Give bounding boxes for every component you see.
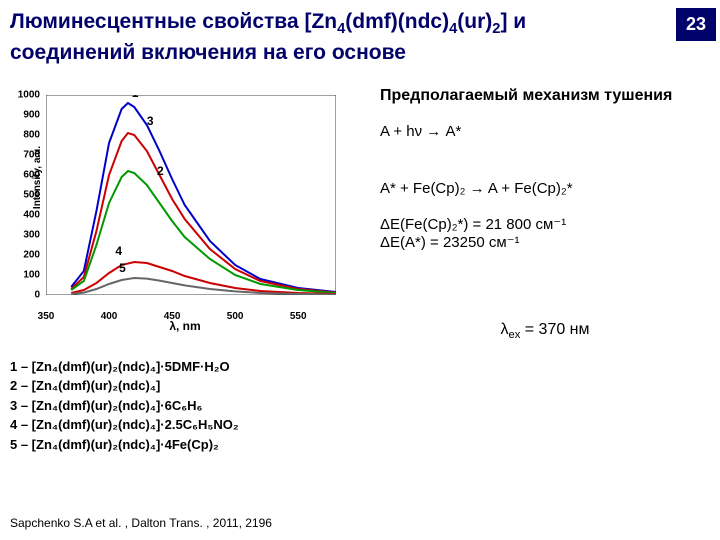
equation-2: A* + Fe(Cp)₂ → A + Fe(Cp)₂* bbox=[380, 180, 710, 197]
page-number-badge: 23 bbox=[676, 8, 716, 41]
svg-text:2: 2 bbox=[157, 164, 164, 178]
delta-e-2: ΔE(A*) = 23250 см⁻¹ bbox=[380, 233, 710, 251]
lambda-val: = 370 нм bbox=[525, 321, 590, 338]
svg-text:5: 5 bbox=[119, 261, 126, 275]
title-line1a: Люминесцентные свойства [Zn bbox=[10, 10, 337, 33]
slide-title: Люминесцентные свойства [Zn4(dmf)(ndc)4(… bbox=[10, 8, 676, 67]
legend-item: 4 – [Zn₄(dmf)(ur)₂(ndc)₄]·2.5C₆H₅NO₂ bbox=[10, 415, 360, 435]
mechanism-title: Предполагаемый механизм тушения bbox=[380, 87, 710, 105]
title-line2: соединений включения на его основе bbox=[10, 41, 406, 64]
citation-text: Sapchenko S.A et al. , Dalton Trans. , 2… bbox=[10, 516, 272, 530]
spectrum-chart: Intensity, a.u. 010020030040050060070080… bbox=[10, 87, 360, 455]
legend-item: 3 – [Zn₄(dmf)(ur)₂(ndc)₄]·6C₆H₆ bbox=[10, 396, 360, 416]
svg-text:4: 4 bbox=[115, 244, 122, 258]
svg-text:3: 3 bbox=[147, 114, 154, 128]
mechanism-column: Предполагаемый механизм тушения A + hν →… bbox=[360, 87, 710, 455]
svg-text:1: 1 bbox=[132, 95, 139, 100]
equation-1: A + hν → A* bbox=[380, 123, 710, 140]
legend-item: 5 – [Zn₄(dmf)(ur)₂(ndc)₄]·4Fe(Cp)₂ bbox=[10, 435, 360, 455]
chart-legend: 1 – [Zn₄(dmf)(ur)₂(ndc)₄]·5DMF·H₂O2 – [Z… bbox=[10, 357, 360, 455]
title-line1c: (ur) bbox=[457, 10, 492, 33]
y-axis-ticks: 01002003004005006007008009001000 bbox=[10, 95, 42, 295]
title-line1b: (dmf)(ndc) bbox=[345, 10, 449, 33]
x-axis-label: λ, nm bbox=[10, 319, 360, 333]
lambda-sub: ex bbox=[508, 329, 520, 341]
legend-item: 2 – [Zn₄(dmf)(ur)₂(ndc)₄] bbox=[10, 376, 360, 396]
excitation-wavelength: λex = 370 нм bbox=[380, 321, 710, 341]
spectrum-plot: 1 3 2 4 5 bbox=[46, 95, 336, 295]
delta-e-1: ΔE(Fe(Cp)₂*) = 21 800 см⁻¹ bbox=[380, 215, 710, 233]
title-line1d: ] и bbox=[500, 10, 526, 33]
legend-item: 1 – [Zn₄(dmf)(ur)₂(ndc)₄]·5DMF·H₂O bbox=[10, 357, 360, 377]
